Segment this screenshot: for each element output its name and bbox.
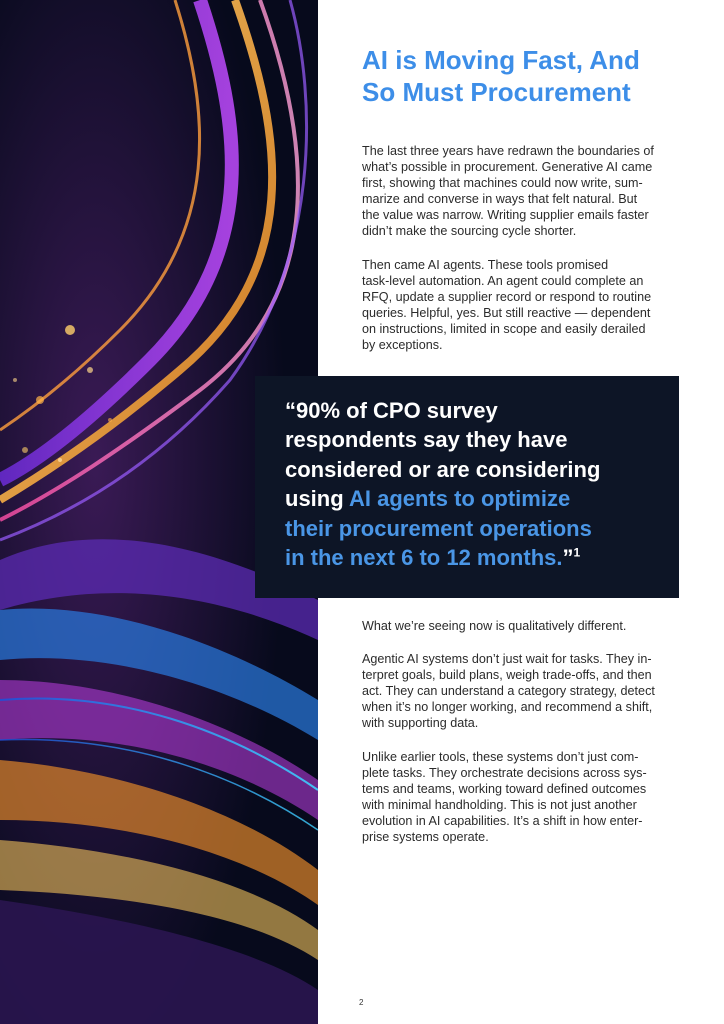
text-line: the value was narrow. Writing supplier e…	[362, 208, 649, 222]
text-line: on instructions, limited in scope and ea…	[362, 322, 646, 336]
quote-line: considered or are considering	[285, 456, 601, 482]
intro-paragraph: The last three years have redrawn the bo…	[362, 143, 680, 239]
quote-line: using AI agents to optimize	[285, 484, 675, 513]
text-line: task-level automation. An agent could co…	[362, 274, 644, 288]
text-line: what’s possible in procurement. Generati…	[362, 160, 653, 174]
quote-line: respondents say they have	[285, 427, 568, 453]
text-line: first, showing that machines could now w…	[362, 176, 643, 190]
quote-highlight: in the next 6 to 12 months.	[285, 545, 563, 571]
quote-text: using	[285, 486, 349, 512]
seeing-paragraph: What we’re seeing now is qualitatively d…	[362, 618, 680, 634]
title-line: So Must Procurement	[362, 77, 631, 107]
agents-paragraph: Then came AI agents. These tools promise…	[362, 257, 680, 353]
text-line: marize and converse in ways that felt na…	[362, 192, 638, 206]
quote-highlight: their procurement operations	[285, 515, 592, 541]
quote-line: “90% of CPO survey	[285, 398, 498, 423]
text-line: prise systems operate.	[362, 830, 489, 844]
text-line: plete tasks. They orchestrate decisions …	[362, 766, 647, 780]
pull-quote-box: “90% of CPO survey respondents say they …	[255, 376, 679, 598]
text-line: evolution in AI capabilities. It’s a shi…	[362, 814, 643, 828]
page-number: 2	[359, 998, 364, 1007]
text-line: The last three years have redrawn the bo…	[362, 144, 654, 158]
footnote-marker: 1	[573, 545, 581, 560]
text-line: Then came AI agents. These tools promise…	[362, 258, 609, 272]
text-line: act. They can understand a category stra…	[362, 684, 655, 698]
text-line: RFQ, update a supplier record or respond…	[362, 290, 652, 304]
agentic-paragraph: Agentic AI systems don’t just wait for t…	[362, 651, 680, 731]
quote-highlight: AI agents to optimize	[348, 486, 571, 512]
text-line: queries. Helpful, yes. But still reactiv…	[362, 306, 651, 320]
text-line: by exceptions.	[362, 338, 443, 352]
text-line: when it’s no longer working, and recomme…	[362, 700, 653, 714]
text-line: didn’t make the sourcing cycle shorter.	[362, 224, 577, 238]
text-line: with minimal handholding. This is not ju…	[362, 798, 637, 812]
text-line: Unlike earlier tools, these systems don’…	[362, 750, 639, 764]
text-line: tems and teams, working toward defined o…	[362, 782, 647, 796]
title-line: AI is Moving Fast, And	[362, 45, 640, 75]
text-line: Agentic AI systems don’t just wait for t…	[362, 652, 652, 666]
pull-quote: “90% of CPO survey respondents say they …	[285, 396, 675, 572]
text-line: with supporting data.	[362, 716, 479, 730]
page-title: AI is Moving Fast, And So Must Procureme…	[362, 44, 692, 108]
unlike-paragraph: Unlike earlier tools, these systems don’…	[362, 749, 680, 845]
text-line: terpret goals, build plans, weigh trade-…	[362, 668, 652, 682]
closing-quote-mark: ”	[562, 545, 574, 571]
text-line: What we’re seeing now is qualitatively d…	[362, 619, 627, 633]
quote-line: in the next 6 to 12 months.”1	[285, 543, 675, 572]
